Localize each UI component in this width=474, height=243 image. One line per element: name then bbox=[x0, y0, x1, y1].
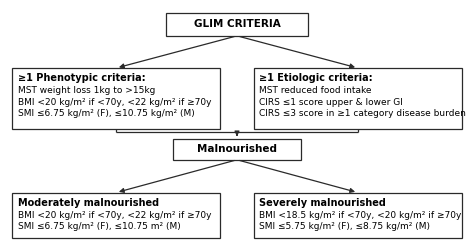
Text: Moderately malnourished: Moderately malnourished bbox=[18, 198, 159, 208]
Text: Malnourished: Malnourished bbox=[197, 144, 277, 155]
Text: ≥1 Etiologic criteria:: ≥1 Etiologic criteria: bbox=[259, 73, 373, 83]
Text: ≥1 Phenotypic criteria:: ≥1 Phenotypic criteria: bbox=[18, 73, 145, 83]
Bar bbox=[12, 192, 220, 238]
Text: CIRS ≤3 score in ≥1 category disease burden: CIRS ≤3 score in ≥1 category disease bur… bbox=[259, 109, 466, 118]
Text: MST weight loss 1kg to >15kg: MST weight loss 1kg to >15kg bbox=[18, 86, 155, 95]
Text: BMI <20 kg/m² if <70y, <22 kg/m² if ≥70y: BMI <20 kg/m² if <70y, <22 kg/m² if ≥70y bbox=[18, 210, 211, 220]
Text: SMI ≤6.75 kg/m² (F), ≤10.75 kg/m² (M): SMI ≤6.75 kg/m² (F), ≤10.75 kg/m² (M) bbox=[18, 109, 194, 118]
Text: GLIM CRITERIA: GLIM CRITERIA bbox=[193, 19, 281, 29]
Bar bbox=[173, 139, 301, 160]
Text: CIRS ≤1 score upper & lower GI: CIRS ≤1 score upper & lower GI bbox=[259, 98, 403, 107]
Text: Severely malnourished: Severely malnourished bbox=[259, 198, 386, 208]
Bar bbox=[166, 13, 308, 36]
Text: BMI <18.5 kg/m² if <70y, <20 kg/m² if ≥70y: BMI <18.5 kg/m² if <70y, <20 kg/m² if ≥7… bbox=[259, 210, 462, 220]
Text: MST reduced food intake: MST reduced food intake bbox=[259, 86, 372, 95]
Bar bbox=[254, 192, 462, 238]
Text: SMI ≤5.75 kg/m² (F), ≤8.75 kg/m² (M): SMI ≤5.75 kg/m² (F), ≤8.75 kg/m² (M) bbox=[259, 222, 430, 231]
Bar bbox=[254, 68, 462, 129]
Text: SMI ≤6.75 kg/m² (F), ≤10.75 m² (M): SMI ≤6.75 kg/m² (F), ≤10.75 m² (M) bbox=[18, 222, 180, 231]
Text: BMI <20 kg/m² if <70y, <22 kg/m² if ≥70y: BMI <20 kg/m² if <70y, <22 kg/m² if ≥70y bbox=[18, 98, 211, 107]
Bar bbox=[12, 68, 220, 129]
